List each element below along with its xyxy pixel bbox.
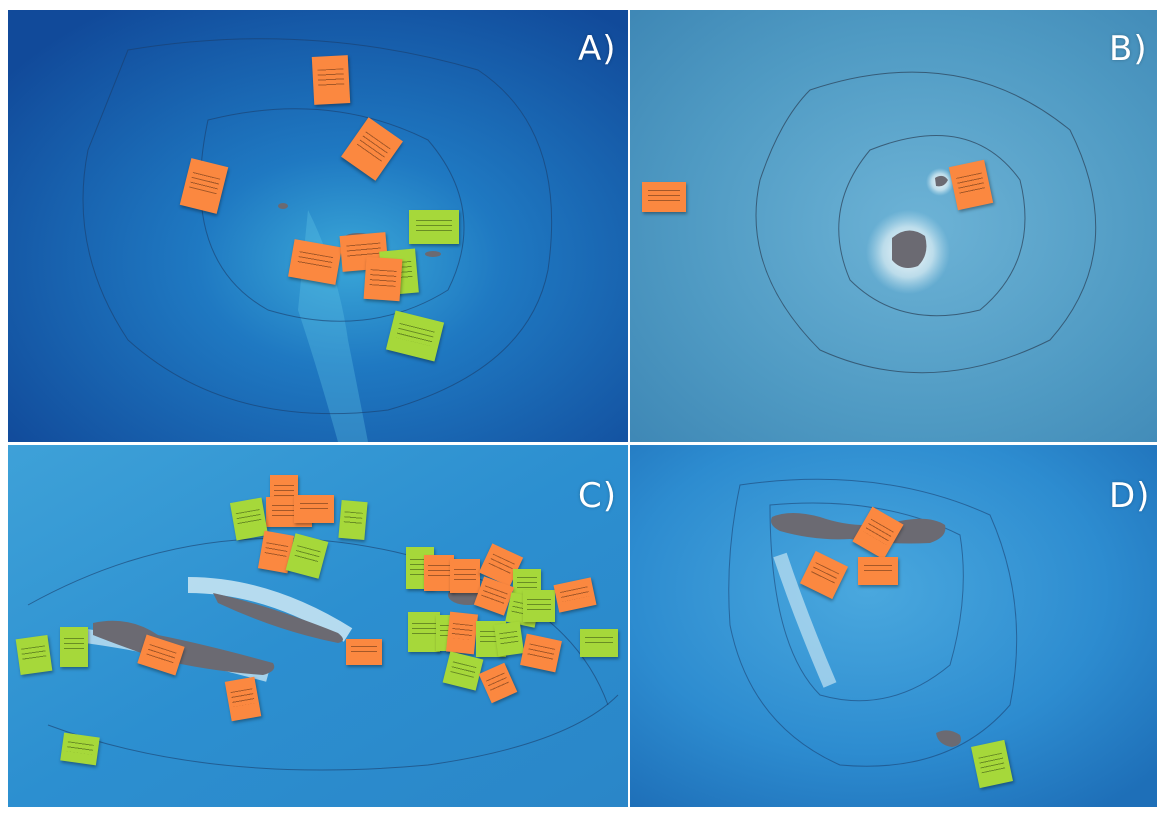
sticky-note-green [15, 634, 53, 676]
islet [935, 175, 948, 187]
island [892, 230, 927, 268]
panel-b-map [630, 10, 1157, 442]
panel-b: B) [630, 10, 1157, 442]
panel-d-map [630, 445, 1157, 807]
sticky-note-green [60, 732, 100, 766]
panel-label: A) [578, 29, 617, 69]
sticky-note-green [408, 612, 440, 652]
sticky-note-green [60, 627, 88, 667]
sticky-note-green [338, 499, 368, 541]
sticky-note-green [493, 621, 525, 657]
sticky-note-green [580, 629, 618, 657]
panel-d: D) [630, 445, 1157, 807]
sticky-note-orange [288, 239, 342, 285]
sticky-note-orange [424, 555, 454, 591]
sticky-note-orange [642, 182, 686, 212]
sticky-note-orange [346, 639, 382, 665]
panel-c: C) [8, 445, 628, 807]
sticky-note-green [409, 210, 459, 244]
sticky-note-orange [363, 256, 403, 302]
sticky-note-orange [858, 557, 898, 585]
panel-label: B) [1109, 29, 1148, 69]
sticky-note-green [523, 590, 555, 622]
sticky-note-orange [450, 559, 480, 593]
islands [771, 513, 961, 747]
panel-a: A) [8, 10, 628, 442]
sticky-note-orange [294, 495, 334, 523]
sticky-note-orange [445, 611, 479, 655]
sticky-note-orange [311, 55, 351, 105]
panel-label: C) [578, 476, 618, 516]
panel-label: D) [1109, 476, 1151, 516]
sticky-note-green [229, 497, 269, 541]
